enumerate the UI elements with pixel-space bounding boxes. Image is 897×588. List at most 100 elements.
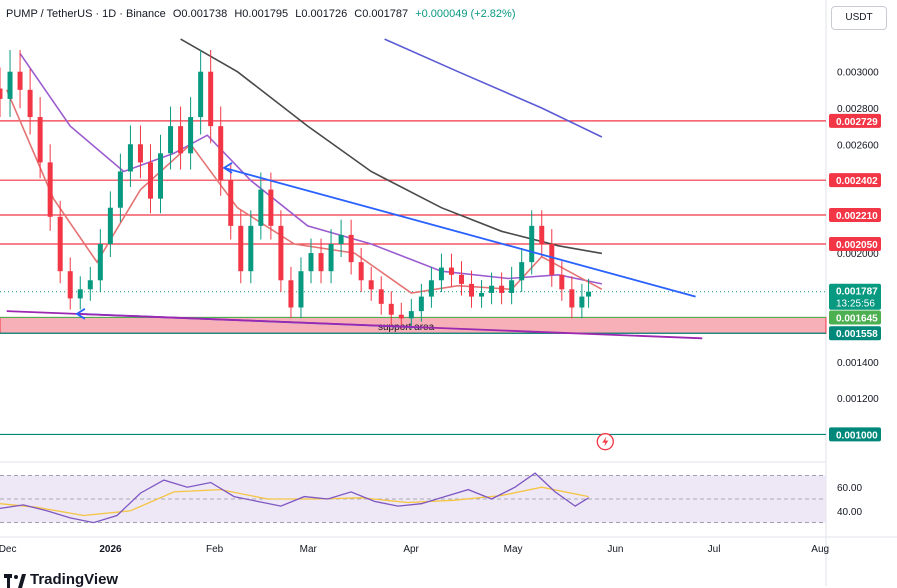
candle-body (137, 144, 143, 163)
candle-body (499, 285, 505, 293)
level-price-text: 0.002050 (836, 240, 878, 251)
level-price-label (829, 310, 881, 325)
rsi-line (0, 472, 589, 524)
level-price-text: 0.001558 (836, 329, 878, 340)
candle-body (549, 244, 555, 275)
candle-body (87, 280, 93, 290)
x-tick-label: Jul (708, 544, 721, 555)
candle-body (479, 292, 485, 297)
candle-body (298, 271, 304, 308)
y-tick-label: 0.003000 (837, 68, 879, 79)
y-tick-label: 0.002000 (837, 249, 879, 260)
tradingview-logo-icon (4, 574, 26, 588)
candle-body (308, 253, 314, 272)
candle-body (348, 234, 354, 263)
trendline-resistance (223, 166, 696, 298)
support-arrow-icon (75, 308, 86, 320)
symbol-title[interactable]: PUMP / TetherUS · 1D · Binance (6, 8, 166, 20)
candle-body (107, 207, 113, 244)
candle-body (398, 314, 404, 319)
candle-body (569, 289, 575, 308)
candle-body (188, 117, 194, 154)
currency-button[interactable]: USDT (831, 6, 887, 30)
candle-body (586, 291, 592, 297)
candle-body (47, 162, 53, 217)
lightning-glyph (602, 436, 609, 447)
x-tick-label: Jun (607, 544, 623, 555)
candle-body (178, 126, 184, 154)
candle-body (328, 244, 334, 272)
candle-body (158, 153, 164, 199)
current-price-label (829, 283, 881, 310)
rsi-signal-line (0, 486, 589, 517)
candle-body (238, 225, 244, 272)
trendline-lower-wedge (6, 310, 703, 340)
x-tick-label: Apr (403, 544, 419, 555)
candle-body (228, 180, 234, 226)
y-tick-label: 0.002800 (837, 104, 879, 115)
candle-body (539, 225, 545, 244)
level-price-label (829, 237, 881, 251)
candle-body (418, 296, 424, 312)
candle-body (489, 285, 495, 293)
candle-body (519, 262, 525, 281)
x-tick-label: May (504, 544, 523, 555)
level-price-label (829, 113, 881, 128)
candle-body (268, 189, 274, 226)
x-tick-label: Aug (811, 544, 829, 555)
candle-body (208, 71, 214, 127)
tradingview-logo-text: TradingView (30, 571, 119, 588)
candle-body (147, 162, 153, 199)
candle-body (168, 126, 174, 154)
candle-body (198, 71, 204, 118)
candle-body (57, 216, 63, 272)
candle-body (368, 280, 374, 290)
candle-body (258, 189, 264, 226)
level-price-text: 0.002729 (836, 117, 878, 128)
y-tick-label: 0.001200 (837, 394, 879, 405)
candle-body (579, 296, 585, 308)
candle-body (448, 267, 454, 275)
high-value: H0.001795 (234, 8, 289, 20)
level-price-text: 0.002402 (836, 176, 878, 187)
rsi-tick-label: 40.00 (837, 507, 862, 518)
level-price-text: 0.002210 (836, 211, 878, 222)
symbol-header: PUMP / TetherUS · 1D · Binance O0.001738… (6, 8, 520, 20)
candle-body (17, 71, 23, 90)
candle-body (388, 303, 394, 315)
candle-body (378, 289, 384, 304)
candle-body (338, 234, 344, 244)
candle-body (77, 289, 83, 299)
current-price-text: 0.001787 (836, 287, 878, 298)
candle-body (438, 267, 444, 281)
candle-body (559, 274, 565, 290)
y-tick-label: 0.001400 (837, 358, 879, 369)
low-value: L0.001726 (295, 8, 348, 20)
level-price-text: 0.001000 (836, 430, 878, 441)
open-value: O0.001738 (172, 8, 228, 20)
level-price-label (829, 326, 881, 341)
level-price-text: 0.001645 (836, 313, 878, 324)
level-price-label (829, 173, 881, 188)
candle-body (529, 225, 535, 263)
candle-body (127, 144, 133, 172)
candle-body (117, 171, 123, 208)
candle-body (408, 311, 414, 319)
candle-body (248, 225, 254, 272)
close-value: C0.001787 (354, 8, 409, 20)
x-tick-label: Mar (300, 544, 318, 555)
candle-body (7, 71, 13, 99)
candle-body (27, 89, 33, 118)
candle-body (288, 280, 294, 308)
candle-body (278, 225, 284, 281)
candle-body (318, 253, 324, 272)
candle-body (97, 244, 103, 281)
candle-body (469, 283, 475, 297)
moving-average-ma200 (384, 38, 603, 138)
rsi-tick-label: 60.00 (837, 483, 862, 494)
moving-average-ma50 (19, 53, 603, 285)
resistance-arrow-icon (222, 162, 233, 174)
moving-average-ma100 (180, 38, 603, 255)
candle-body (358, 262, 364, 281)
